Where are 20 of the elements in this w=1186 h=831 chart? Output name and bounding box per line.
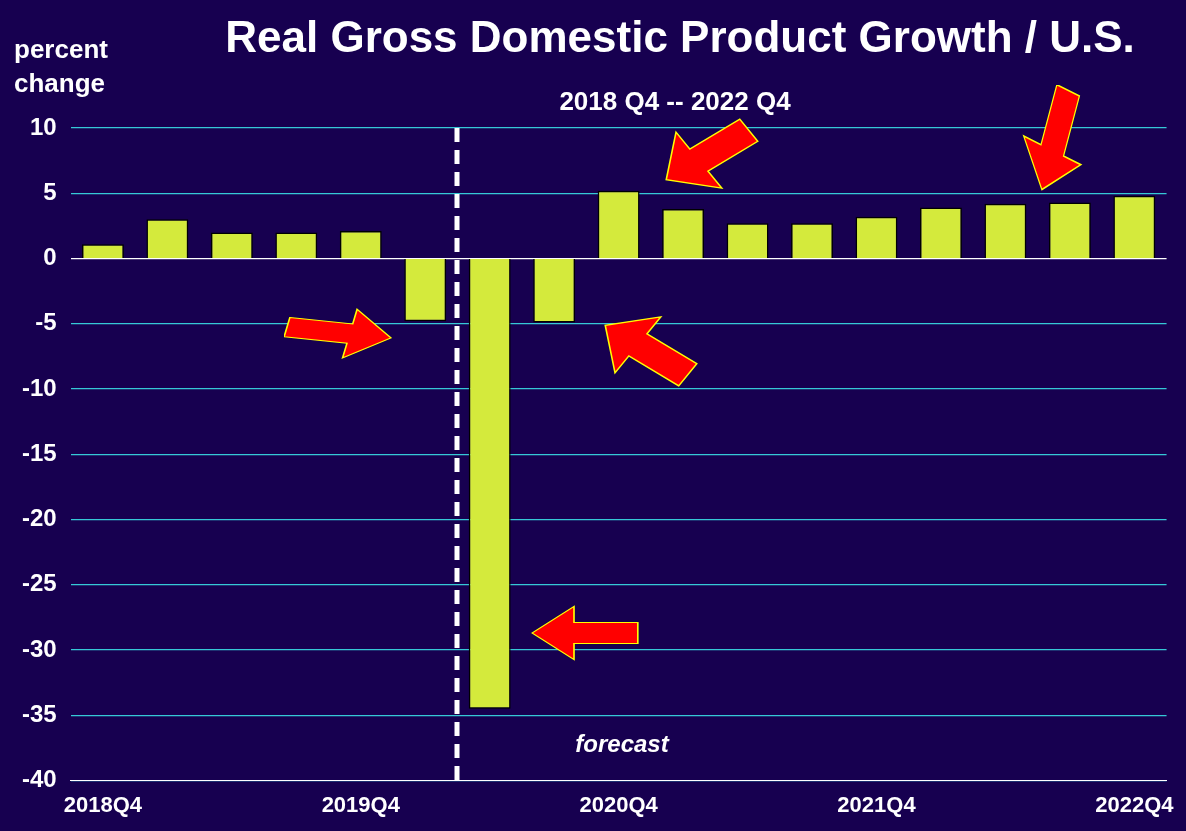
chart-title: Real Gross Domestic Product Growth / U.S. [225, 12, 1135, 61]
x-tick-label: 2021Q4 [837, 791, 917, 817]
y-tick-label: -5 [35, 308, 57, 336]
y-tick-label: -25 [22, 569, 57, 597]
y-tick-label: 5 [43, 177, 57, 205]
y-tick-label: -15 [22, 438, 57, 466]
y-tick-label: -10 [22, 373, 57, 401]
x-tick-label: 2022Q4 [1095, 791, 1175, 817]
y-tick-label: -40 [22, 765, 57, 793]
y-tick-label: -30 [22, 634, 57, 662]
chart-subtitle: 2018 Q4 -- 2022 Q4 [559, 86, 792, 116]
y-tick-label: -20 [22, 504, 57, 532]
y-tick-label: 0 [43, 243, 57, 271]
y-axis-title: percent change [14, 34, 109, 98]
annotation: forecast [575, 730, 670, 757]
x-tick-label: 2020Q4 [579, 791, 659, 817]
y-tick-label: -35 [22, 699, 57, 727]
x-tick-label: 2018Q4 [63, 791, 143, 817]
x-tick-label: 2019Q4 [321, 791, 401, 817]
y-tick-label: 10 [29, 112, 57, 140]
